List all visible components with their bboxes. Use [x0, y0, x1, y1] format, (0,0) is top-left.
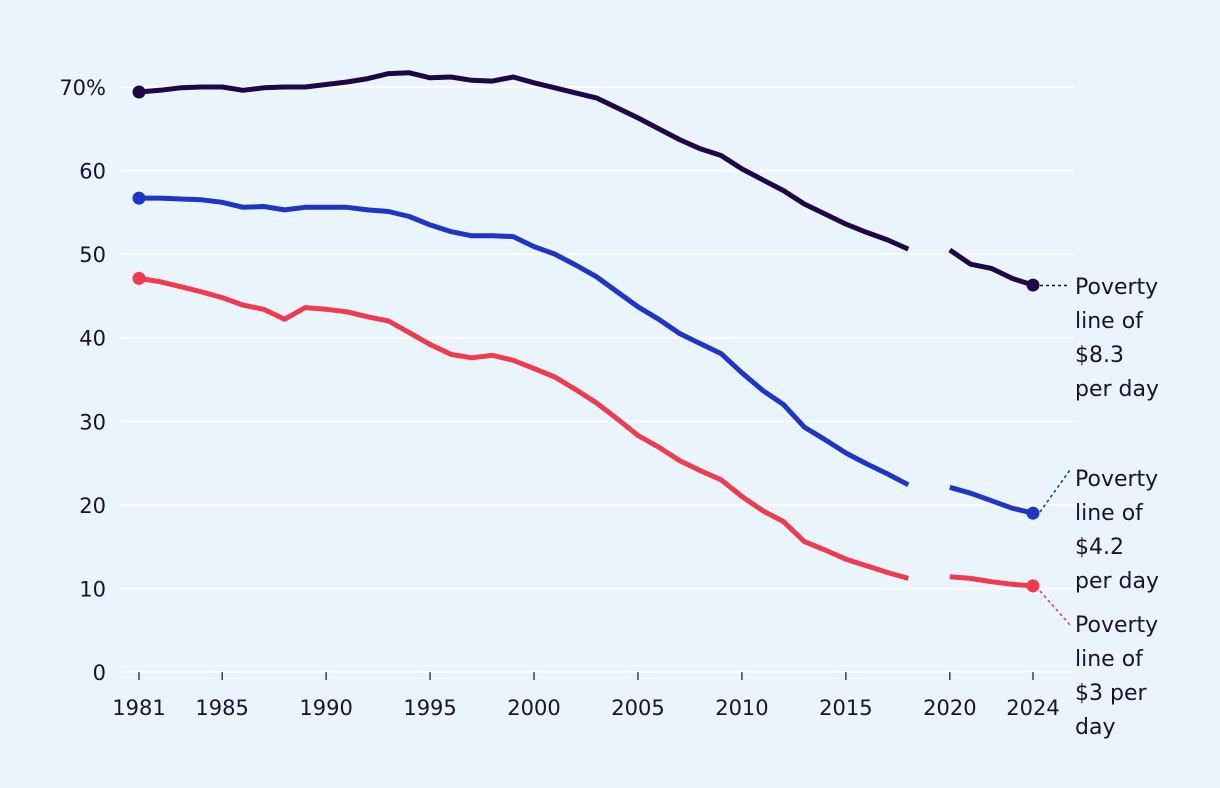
series-line: [949, 574, 1034, 589]
y-tick-label: 20: [79, 494, 106, 518]
end-point: [1026, 506, 1040, 520]
x-tick-label: 1985: [195, 696, 248, 720]
end-point: [1026, 579, 1040, 593]
series-line: [138, 70, 910, 252]
y-tick-label: 10: [79, 577, 106, 601]
series-end-label-line: $4.2: [1075, 535, 1124, 560]
series-end-label-line: day: [1075, 715, 1115, 740]
series-group: [132, 70, 1040, 593]
series-end-label-line: Poverty: [1075, 467, 1158, 492]
y-tick-label: 0: [93, 661, 106, 685]
x-tick-label: 2020: [923, 696, 976, 720]
series-line: [138, 275, 909, 581]
series-end-label-line: line of: [1075, 309, 1144, 334]
x-tick-label: 2015: [819, 696, 872, 720]
x-axis: 1981 1985 1990 1995 2000 2005 2010 2015 2020 2024: [112, 672, 1060, 720]
x-tick-label: 2000: [507, 696, 560, 720]
x-tick-label: 2024: [1006, 696, 1059, 720]
series-end-label: Poverty line of $8.3 per day: [1075, 275, 1159, 402]
end-point: [1026, 278, 1040, 292]
x-tick-label: 1995: [403, 696, 456, 720]
y-axis: 0 10 20 30 40 50 60 70%: [59, 76, 106, 685]
series-end-label: Poverty line of $4.2 per day: [1075, 467, 1159, 594]
series-line: [139, 195, 910, 488]
end-labels: Poverty line of $8.3 per day Poverty line of $…: [1039, 275, 1159, 740]
series-end-label-line: Poverty: [1075, 275, 1158, 300]
series-end-label-line: per day: [1075, 377, 1159, 402]
label-connector: [1039, 590, 1071, 626]
start-point: [132, 191, 146, 205]
series-end-label-line: per day: [1075, 569, 1159, 594]
y-tick-label: 40: [79, 327, 106, 351]
series-end-label-line: Poverty: [1075, 613, 1158, 638]
series-end-label-line: line of: [1075, 647, 1144, 672]
series-2: [132, 191, 1040, 520]
gridlines: [118, 86, 1075, 673]
x-tick-label: 2005: [611, 696, 664, 720]
series-end-label-line: line of: [1075, 501, 1144, 526]
series-3: [132, 271, 1040, 593]
label-connector: [1039, 469, 1071, 513]
y-tick-label: 30: [79, 410, 106, 434]
start-point: [132, 85, 146, 99]
series-end-label-line: $8.3: [1075, 343, 1124, 368]
y-tick-label: 70%: [59, 76, 106, 100]
y-tick-label: 60: [79, 160, 106, 184]
y-tick-label: 50: [79, 243, 106, 267]
x-tick-label: 1990: [299, 696, 352, 720]
x-tick-label: 2010: [715, 696, 768, 720]
series-line: [949, 484, 1034, 516]
start-point: [132, 271, 146, 285]
series-line: [948, 247, 1034, 288]
series-end-label-line: $3 per: [1075, 681, 1147, 706]
x-tick-label: 1981: [112, 696, 165, 720]
series-end-label: Poverty line of $3 per day: [1075, 613, 1158, 740]
series-1: [132, 70, 1040, 292]
